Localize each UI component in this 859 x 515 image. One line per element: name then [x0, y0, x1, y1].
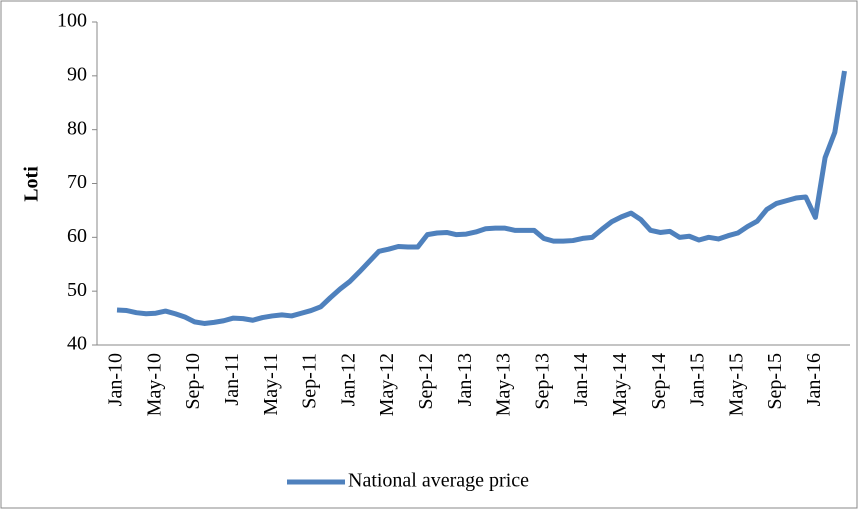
x-tick-label: Jan-10: [105, 353, 127, 406]
x-tick-label: Jan-15: [687, 353, 709, 406]
x-tick-label: May-13: [493, 353, 515, 416]
x-tick-label: Jan-12: [337, 353, 359, 406]
y-tick-label: 50: [67, 279, 87, 301]
x-tick-label: May-14: [609, 353, 631, 416]
legend-label: National average price: [348, 470, 529, 492]
data-line: [116, 70, 847, 326]
x-tick-label: Sep-13: [531, 353, 553, 410]
y-tick-label: 80: [67, 117, 87, 139]
x-tick-label: Jan-13: [454, 353, 476, 406]
y-tick-label: 60: [67, 225, 87, 247]
x-tick-label: Sep-14: [648, 353, 670, 410]
x-tick-label: Sep-12: [415, 353, 437, 410]
y-axis-label: Loti: [21, 166, 43, 202]
y-tick-label: 70: [67, 171, 87, 193]
x-tick-label: May-10: [143, 353, 165, 416]
x-tick-label: Jan-14: [570, 353, 592, 406]
x-tick-label: May-15: [725, 353, 747, 416]
x-tick-label: Jan-11: [221, 353, 243, 406]
x-tick-label: Jan-16: [803, 353, 825, 406]
x-tick-label: Sep-11: [299, 353, 321, 409]
y-tick-label: 100: [57, 10, 87, 32]
x-tick-label: May-12: [376, 353, 398, 416]
y-tick-label: 90: [67, 63, 87, 85]
x-tick-label: Sep-10: [182, 353, 204, 410]
x-tick-label: May-11: [260, 353, 282, 416]
x-tick-label: Sep-15: [764, 353, 786, 410]
y-tick-label: 40: [67, 333, 87, 355]
